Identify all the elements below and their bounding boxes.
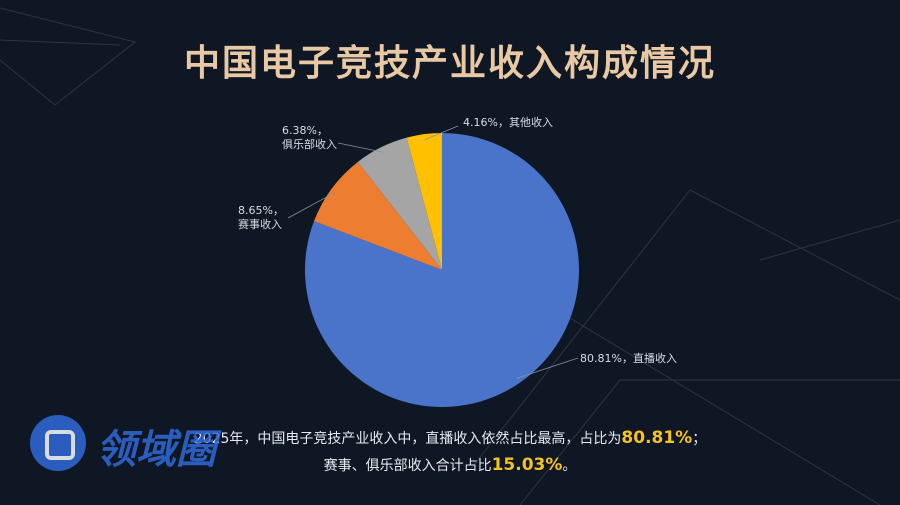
summary-line-2: 赛事、俱乐部收入合计占比15.03%。 [0,455,900,475]
summary-text-1: 2025年，中国电子竞技产业收入中，直播收入依然占比最高，占比为 [193,431,622,447]
slice-label-4: 4.16%，其他收入 [463,115,553,129]
pie-slice-2 [314,161,442,270]
pie-slice-3 [357,137,442,270]
watermark-text: 领域圈 [96,427,216,473]
logo-icon [30,415,86,471]
summary-end-2: 。 [562,458,577,474]
summary-value-2: 15.03% [491,455,563,475]
pie-slice-4 [406,133,442,270]
slice-label-1: 80.81%，直播收入 [580,351,677,365]
leader-line-4 [424,125,459,140]
page-title: 中国电子竞技产业收入构成情况 [183,43,716,84]
summary-end-1: ； [692,431,707,447]
summary-value-1: 80.81% [621,428,693,448]
summary-text-2: 赛事、俱乐部收入合计占比 [323,458,492,474]
slice-label-3: 6.38%，俱乐部收入 [282,124,337,151]
summary-line-1: 2025年，中国电子竞技产业收入中，直播收入依然占比最高，占比为80.81%； [0,428,900,448]
leader-line-3 [337,142,384,153]
slice-label-2: 8.65%，赛事收入 [238,204,284,231]
leader-line-2 [287,191,337,219]
leader-line-1 [516,357,579,379]
